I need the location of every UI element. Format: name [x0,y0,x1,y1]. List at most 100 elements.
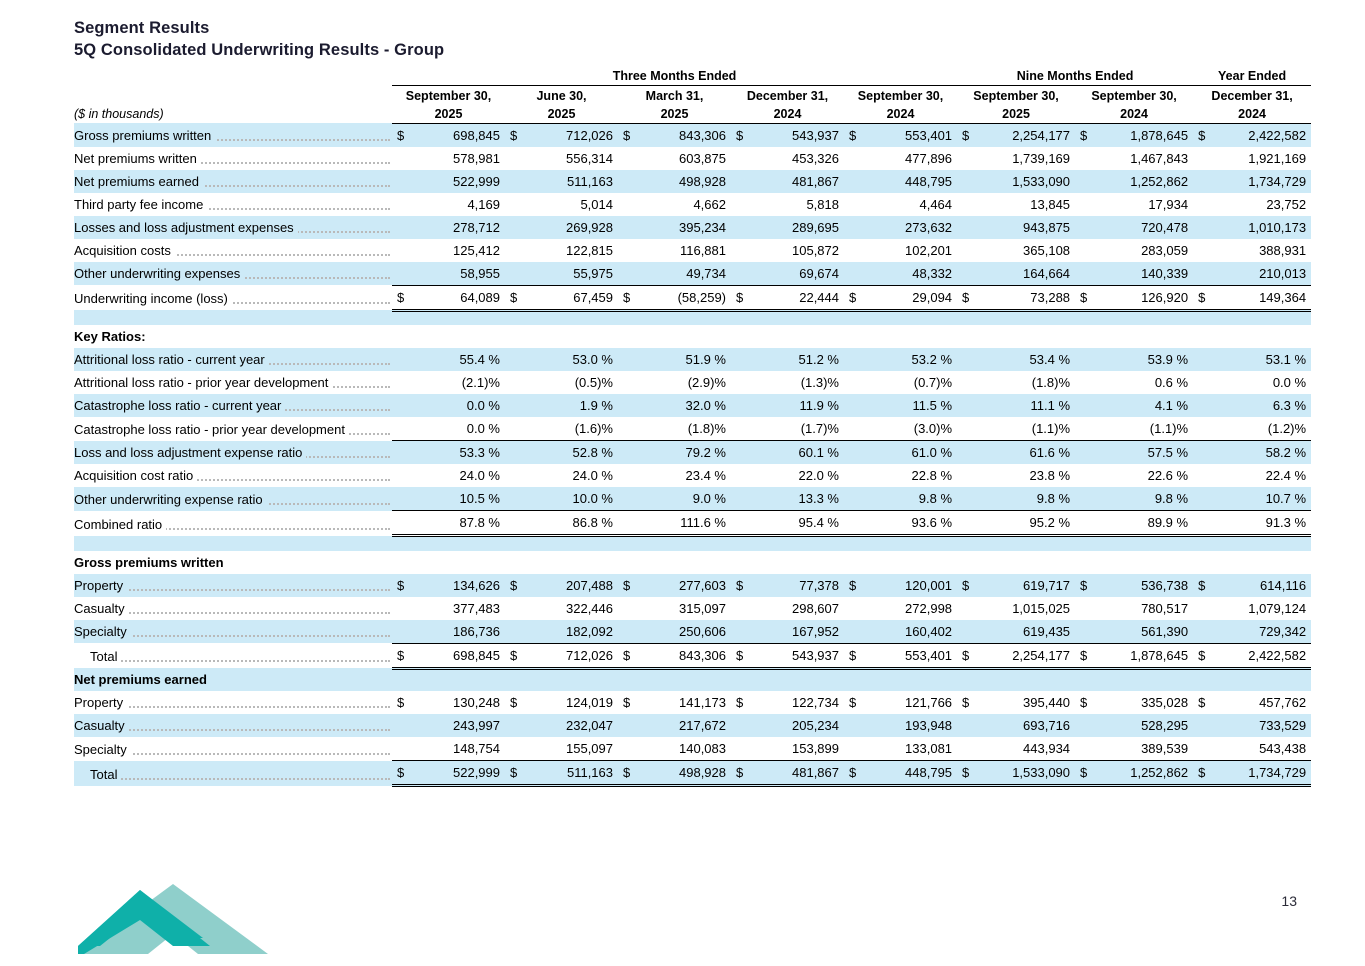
currency-symbol [731,192,757,216]
table-row: Acquisition cost ratio 24.0 % 24.0 % 23.4 %… [74,464,1312,487]
cell-value: 943,875 [983,215,1076,239]
currency-symbol [1193,261,1220,285]
leader-dots [74,588,390,591]
currency-symbol [844,510,870,537]
currency-symbol [1075,169,1102,193]
cell-value: 193,948 [870,714,958,737]
cell-value: 217,672 [644,714,731,737]
table-body: Three Months Ended Nine Months Ended Year … [74,66,1312,787]
currency-symbol [505,371,531,394]
cell-value: 712,026 [531,642,618,670]
cell-value: 91.3 % [1219,510,1312,537]
currency-symbol [731,146,757,170]
heading-spacer [957,668,984,691]
currency-symbol [1075,215,1102,239]
cell-value: 105,872 [757,238,844,262]
table-row: Net premiums earned 522,999 511,163 498,928… [74,169,1312,193]
currency-symbol [731,440,757,464]
currency-symbol [844,215,870,239]
table-row: Third party fee income 4,169 5,014 4,662 5,8… [74,192,1312,216]
cell-value: 1,252,862 [1101,760,1194,787]
currency-symbol [618,440,644,464]
currency-symbol [844,394,870,417]
currency-symbol [844,169,870,193]
heading-spacer [731,325,757,348]
spacer-cell [505,535,531,551]
page-heading-block: Segment Results 5Q Consolidated Underwri… [74,18,444,61]
cell-value: 0.0 % [418,394,505,417]
spacer-cell [1219,310,1312,325]
row-label: Other underwriting expense ratio [74,491,267,507]
currency-symbol [1193,348,1220,371]
heading-spacer [870,550,958,574]
heading-spacer [531,325,618,348]
cell-value: 51.9 % [644,348,731,371]
currency-symbol [392,440,418,464]
cell-value: 1,734,729 [1219,169,1312,193]
table-row: Losses and loss adjustment expenses 278,7… [74,215,1312,239]
page-subtitle: 5Q Consolidated Underwriting Results - G… [74,41,445,59]
cell-value: 87.8 % [418,510,505,537]
table-row: Other underwriting expenses 58,955 55,975 4… [74,261,1312,285]
cell-value: 322,446 [531,596,618,620]
currency-symbol [1075,238,1102,262]
cell-value: 250,606 [644,619,731,643]
currency-symbol [1075,394,1102,417]
cell-value: 11.5 % [870,394,958,417]
currency-symbol [844,261,870,285]
heading-spacer [844,325,870,348]
cell-value: 22.8 % [870,464,958,487]
currency-symbol [731,238,757,262]
currency-symbol: $ [618,284,644,312]
spacer-cell [618,310,644,325]
currency-symbol [731,596,757,620]
cell-value: (1.3)% [757,371,844,394]
currency-symbol [618,146,644,170]
currency-symbol [505,487,531,511]
cell-value: 53.9 % [1101,348,1194,371]
row-label-cell: Attritional loss ratio - prior year deve… [74,371,392,394]
cell-value: 1,079,124 [1219,596,1312,620]
currency-symbol [618,238,644,262]
cell-value: 1,015,025 [983,596,1076,620]
cell-value: 315,097 [644,596,731,620]
cell-value: 1,010,173 [1219,215,1312,239]
currency-symbol [392,737,418,761]
cell-value: 556,314 [531,146,618,170]
row-label-cell: Combined ratio [74,510,392,536]
cell-value: 481,867 [757,760,844,787]
currency-symbol [1193,440,1220,464]
table-row: Total $698,845 $712,026 $843,306 $543,937 $55… [74,642,1312,670]
leader-dots [74,777,390,780]
spacer-cell [418,310,505,325]
currency-symbol: $ [392,691,418,714]
cell-value: 448,795 [870,760,958,787]
column-header-year-4: 2024 [844,104,958,124]
currency-symbol: $ [844,691,870,714]
heading-spacer [618,668,644,691]
cell-value: 498,928 [644,760,731,787]
currency-symbol [1193,146,1220,170]
currency-symbol [957,146,984,170]
heading-spacer [392,550,418,574]
currency-symbol [618,192,644,216]
cell-value: 1,533,090 [983,760,1076,787]
cell-value: 843,306 [644,642,731,670]
currency-symbol [618,417,644,441]
currency-symbol [1193,619,1220,643]
heading-spacer [1219,668,1312,691]
cell-value: 283,059 [1101,238,1194,262]
currency-symbol [618,261,644,285]
currency-symbol [957,394,984,417]
spacer-cell [731,310,757,325]
cell-value: 1,921,169 [1219,146,1312,170]
cell-value: 205,234 [757,714,844,737]
section-spacer [74,310,1312,325]
cell-value: 73,288 [983,284,1076,312]
leader-dots [74,752,390,755]
column-group-0: Three Months Ended [392,66,958,86]
currency-symbol [1075,192,1102,216]
row-label-cell: Third party fee income [74,192,392,216]
cell-value: 511,163 [531,760,618,787]
